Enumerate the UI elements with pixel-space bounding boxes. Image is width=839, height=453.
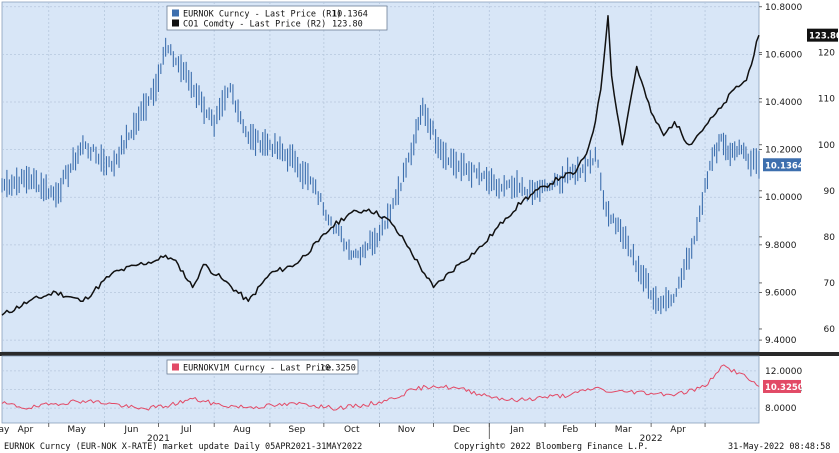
legend-label-eurnok: EURNOK Curncy - Last Price (R1) [183, 10, 342, 20]
footer-left: EURNOK Curncy (EUR-NOK X-RATE) market up… [4, 442, 362, 452]
x-tick-label: Sep [288, 425, 305, 435]
y-tick-left: 10.0000 [765, 193, 802, 203]
y-tick-right: 80 [824, 233, 836, 243]
footer-copyright: Copyright© 2022 Bloomberg Finance L.P. [454, 442, 648, 452]
legend-value-co1: 123.80 [332, 20, 363, 30]
legend-value-eurnok: 10.1364 [332, 10, 368, 20]
legend-upper[interactable]: EURNOK Curncy - Last Price (R1) 10.1364 … [166, 5, 388, 31]
y-tick-right: 70 [824, 279, 836, 289]
x-tick-label: May [67, 425, 86, 435]
y-tick-left: 10.8000 [765, 3, 802, 13]
x-tick-label: Dec [453, 425, 470, 435]
x-tick-label: May [0, 425, 10, 435]
x-tick-label: Aug [233, 425, 251, 435]
lower-series-layer [1, 364, 760, 411]
y-tick-right: 60 [824, 325, 836, 335]
x-tick-label: Jun [123, 425, 138, 435]
x-tick-label: Mar [615, 425, 632, 435]
x-tick-label: Apr [670, 425, 686, 435]
y-tick-right: 110 [818, 95, 835, 105]
footer-timestamp: 31-May-2022 08:48:58 [728, 442, 830, 452]
x-tick-label: Apr [18, 425, 34, 435]
legend-swatch-eurnok [172, 9, 179, 17]
vol-line [1, 364, 760, 411]
lower-plot-area [1, 355, 760, 424]
upper-plot-area [1, 1, 760, 353]
panel-separator[interactable] [0, 352, 839, 356]
y-tick-left: 9.8000 [765, 241, 797, 251]
legend-lower[interactable]: EURNOKV1M Curncy - Last Price 10.3250 [166, 359, 359, 375]
x-tick-label: Nov [398, 425, 416, 435]
legend-value-vol: 10.3250 [320, 364, 356, 374]
y-tick-right: 90 [824, 187, 836, 197]
co1-line [1, 15, 760, 316]
upper-series-layer [1, 15, 760, 316]
lower-gridlines [2, 356, 759, 423]
y-tick-lower: 8.0000 [765, 404, 797, 414]
y-tick-left: 10.2000 [765, 146, 802, 156]
last-tag-eurnok: 10.1364 [763, 158, 804, 172]
svg-text:10.1364: 10.1364 [765, 161, 804, 171]
x-tick-label: Jan [509, 425, 524, 435]
legend-label-vol: EURNOKV1M Curncy - Last Price [183, 364, 331, 374]
legend-swatch-co1 [172, 19, 179, 27]
x-axis: Apr May Jun Jul Aug Sep Oct Nov Dec Jan Feb Mar Apr M… [0, 423, 706, 444]
last-tag-co1: 123.80 [807, 28, 839, 42]
svg-text:10.3250: 10.3250 [765, 383, 804, 393]
y-tick-left: 10.4000 [765, 98, 802, 108]
right-axis-upper: 9.4000 9.6000 9.8000 10.0000 10.2000 10.4000 1… [759, 3, 835, 346]
y-tick-left: 9.6000 [765, 288, 797, 298]
legend-swatch-vol [172, 363, 179, 371]
last-tag-vol: 10.3250 [763, 379, 804, 393]
svg-text:123.80: 123.80 [809, 32, 839, 42]
y-tick-left: 10.6000 [765, 50, 802, 60]
x-year-label: 2021 [147, 434, 170, 444]
y-tick-left: 9.4000 [765, 336, 797, 346]
legend-label-co1: CO1 Comdty - Last Price (R2) [183, 20, 326, 30]
x-tick-label: Feb [562, 425, 578, 435]
x-tick-label: Oct [344, 425, 360, 435]
y-tick-right: 120 [818, 49, 835, 59]
y-tick-right: 100 [818, 141, 835, 151]
x-year-label: 2022 [640, 434, 663, 444]
y-tick-lower: 12.0000 [765, 367, 802, 377]
x-tick-label: Jul [180, 425, 192, 435]
